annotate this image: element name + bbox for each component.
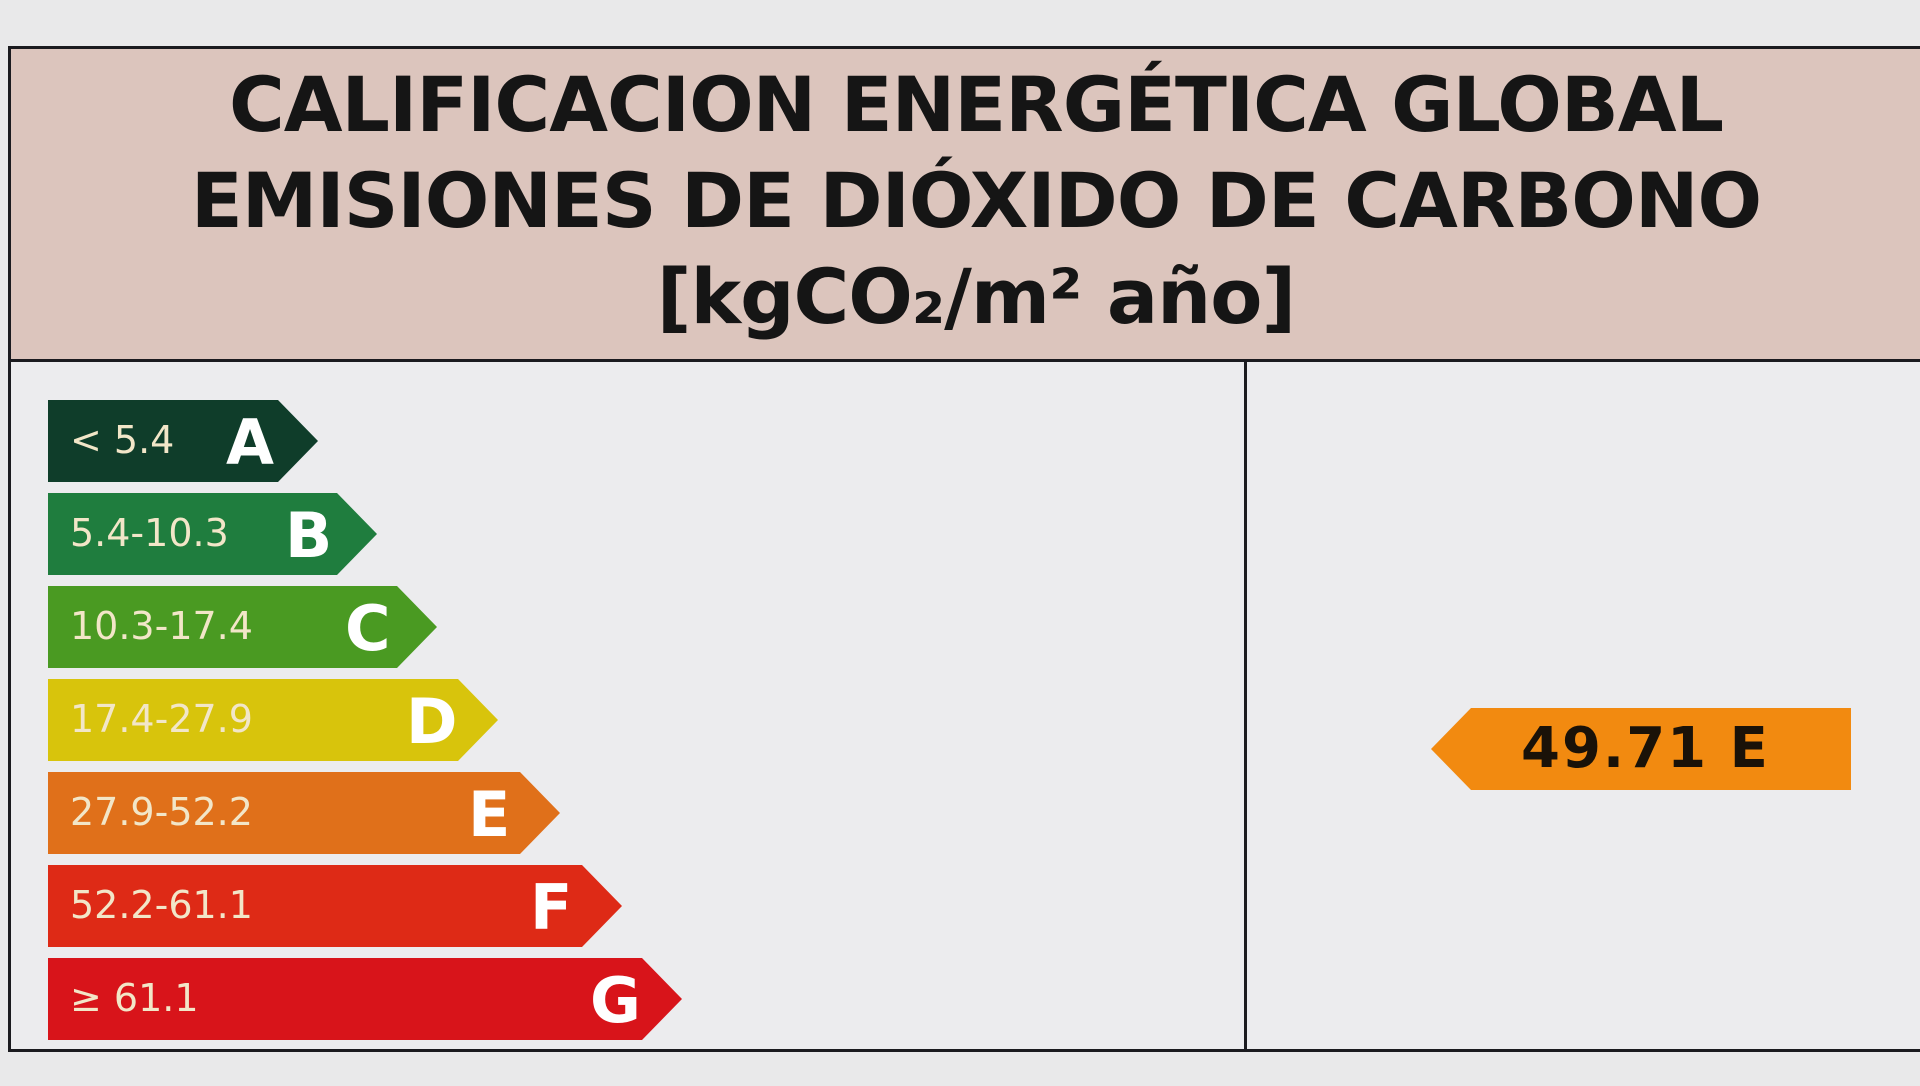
rating-bar-c: 10.3-17.4 C xyxy=(48,586,437,668)
bar-arrow-shape xyxy=(48,679,498,761)
bar-range: 27.9-52.2 xyxy=(70,790,253,834)
bar-arrow-shape xyxy=(48,586,437,668)
bar-range: < 5.4 xyxy=(70,418,175,462)
bar-arrow-shape xyxy=(48,493,377,575)
bar-letter: G xyxy=(590,964,641,1037)
bar-letter: E xyxy=(468,778,511,851)
bar-letter: C xyxy=(345,592,391,665)
rating-bar-g: ≥ 61.1 G xyxy=(48,958,682,1040)
rating-bar-b: 5.4-10.3 B xyxy=(48,493,377,575)
title-line-2: EMISIONES DE DIÓXIDO DE CARBONO xyxy=(190,156,1762,245)
bar-letter: A xyxy=(226,406,274,479)
bar-arrow-shape xyxy=(48,865,622,947)
unit-label: [kgCO₂/m² año] xyxy=(656,252,1296,341)
bar-arrow-shape xyxy=(48,958,682,1040)
bar-range: 52.2-61.1 xyxy=(70,883,253,927)
rating-arrow-shape xyxy=(1431,708,1851,790)
rating-bar-f: 52.2-61.1 F xyxy=(48,865,622,947)
bar-range: ≥ 61.1 xyxy=(70,976,199,1020)
rating-bar-e: 27.9-52.2 E xyxy=(48,772,560,854)
column-divider xyxy=(1244,362,1247,1049)
bar-letter: D xyxy=(406,685,458,758)
bar-range: 5.4-10.3 xyxy=(70,511,229,555)
rating-indicator: 49.71 E xyxy=(1431,708,1851,790)
bar-range: 10.3-17.4 xyxy=(70,604,253,648)
rating-value: 49.71 E xyxy=(1521,716,1770,781)
bar-letter: F xyxy=(530,871,573,944)
bar-letter: B xyxy=(285,499,333,572)
bar-arrow-shape xyxy=(48,772,560,854)
bar-arrow-shape xyxy=(48,400,318,482)
label-header: CALIFICACION ENERGÉTICA GLOBAL EMISIONES… xyxy=(11,49,1920,362)
bar-range: 17.4-27.9 xyxy=(70,697,253,741)
title-line-1: CALIFICACION ENERGÉTICA GLOBAL xyxy=(228,60,1724,149)
rating-bar-a: < 5.4 A xyxy=(48,400,318,482)
rating-bar-d: 17.4-27.9 D xyxy=(48,679,498,761)
